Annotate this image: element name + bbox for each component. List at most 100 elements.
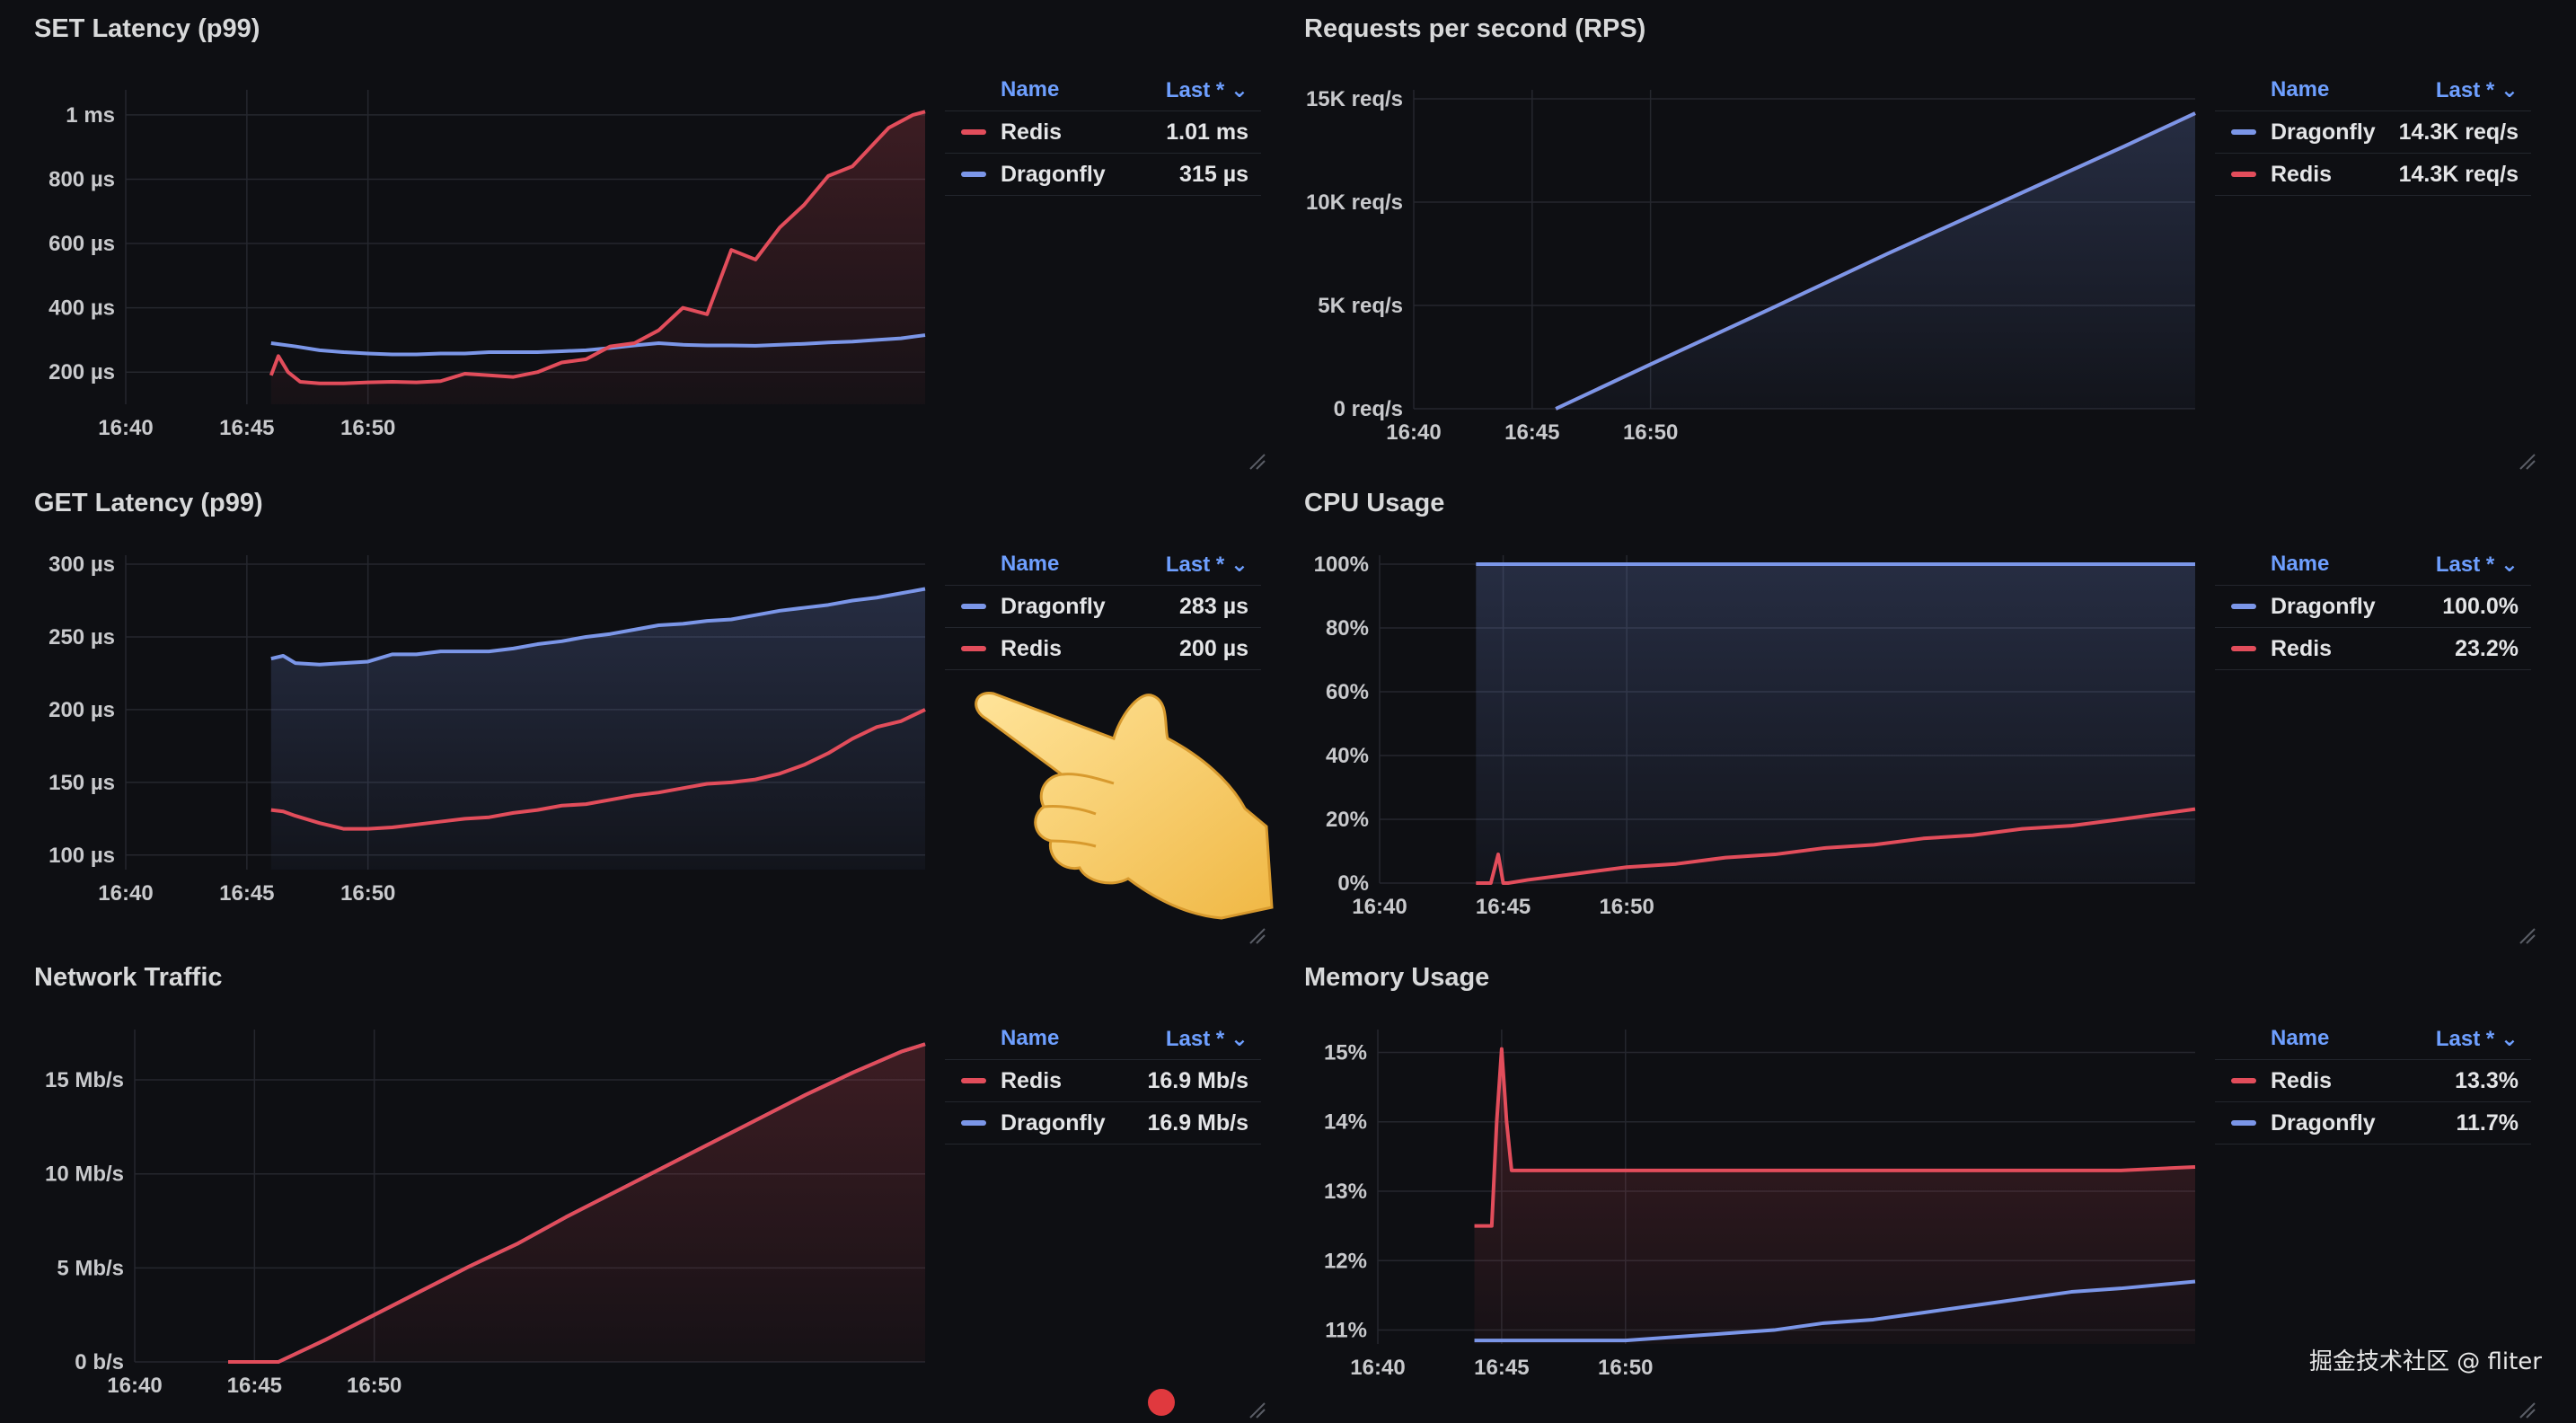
x-tick-label: 16:50 (340, 416, 395, 440)
panel-title[interactable]: GET Latency (p99) (34, 489, 263, 517)
series-area-fill (270, 588, 925, 870)
y-tick-label: 13% (1324, 1180, 1367, 1204)
legend-sort-last-header[interactable]: Last * ⌄ (2435, 1027, 2519, 1051)
y-tick-label: 300 µs (49, 552, 115, 577)
panel-set-latency[interactable]: SET Latency (p99) 200 µs 400 µs 600 µs 800 µ… (0, 0, 1270, 474)
legend-header: Name Last * ⌄ (945, 74, 1261, 111)
panel-resize-handle-icon[interactable] (2517, 925, 2536, 945)
y-tick-label: 600 µs (49, 232, 115, 256)
series-line-redis (1474, 1047, 2196, 1228)
legend-table: Name Last * ⌄ Redis 16.9 Mb/s Dragonfly 16.9 … (945, 1022, 1261, 1145)
y-tick-label: 0 b/s (75, 1350, 124, 1374)
series-area-fill (1474, 1048, 2195, 1344)
series-line-dragonfly (1555, 111, 2196, 411)
legend-series-name: Redis (2271, 161, 2333, 187)
legend-row[interactable]: Redis 14.3K req/s (2215, 154, 2531, 196)
legend-last-value: 16.9 Mb/s (1147, 1109, 1248, 1136)
x-tick-label: 16:40 (98, 416, 153, 440)
y-tick-label: 100% (1314, 552, 1369, 577)
chart-plot: 0 req/s 5K req/s 10K req/s 15K req/s 16:40 16… (1306, 87, 2196, 445)
watermark: 掘金技术社区 @ fliter (2308, 1348, 2542, 1375)
legend-series-name: Redis (1001, 119, 1063, 145)
legend-table: Name Last * ⌄ Redis 13.3% Dragonfly 11.7% (2215, 1022, 2531, 1145)
y-tick-label: 0% (1337, 871, 1369, 896)
legend-row[interactable]: Redis 200 µs (945, 628, 1261, 670)
legend-row[interactable]: Dragonfly 315 µs (945, 154, 1261, 196)
chart-plot: 100 µs 150 µs 200 µs 250 µs 300 µs 16:40 16:45… (49, 552, 926, 906)
x-tick-label: 16:45 (219, 416, 274, 440)
y-tick-label: 5 Mb/s (57, 1256, 124, 1280)
panel-get-latency[interactable]: GET Latency (p99) 100 µs 150 µs 200 µs 250 µ… (0, 474, 1270, 949)
legend-sort-last-header[interactable]: Last * ⌄ (2435, 78, 2519, 102)
legend-name-header[interactable]: Name (1001, 1026, 1060, 1050)
series-line-redis (270, 708, 926, 831)
panel-resize-handle-icon[interactable] (1247, 925, 1266, 945)
legend-header: Name Last * ⌄ (945, 548, 1261, 586)
legend-series-name: Dragonfly (2271, 1109, 2376, 1136)
panel-memory[interactable]: Memory Usage 11% 12% 13% 14% 15% 16:40 16:45 16:… (1270, 949, 2540, 1423)
legend-swatch (961, 172, 986, 177)
legend-row[interactable]: Dragonfly 100.0% (2215, 586, 2531, 628)
panel-title[interactable]: SET Latency (p99) (34, 14, 260, 43)
panel-resize-handle-icon[interactable] (2517, 451, 2536, 471)
x-tick-label: 16:50 (1598, 1356, 1653, 1380)
y-tick-label: 200 µs (49, 698, 115, 722)
chart-plot: 0 b/s 5 Mb/s 10 Mb/s 15 Mb/s 16:40 16:45 16:50 (45, 1030, 926, 1398)
legend-sort-last-header[interactable]: Last * ⌄ (1165, 78, 1248, 102)
panel-resize-handle-icon[interactable] (1247, 1400, 1266, 1419)
legend-last-value: 14.3K req/s (2398, 119, 2519, 145)
panel-network[interactable]: Network Traffic 0 b/s 5 Mb/s 10 Mb/s 15 Mb/s… (0, 949, 1270, 1423)
legend-name-header[interactable]: Name (2271, 1026, 2330, 1050)
legend-last-value: 100.0% (2442, 593, 2519, 619)
series-line-dragonfly (270, 587, 926, 667)
legend-row[interactable]: Redis 23.2% (2215, 628, 2531, 670)
legend-series-name: Redis (1001, 1067, 1063, 1093)
legend-swatch (2231, 646, 2256, 651)
panel-resize-handle-icon[interactable] (2517, 1400, 2536, 1419)
y-tick-label: 12% (1324, 1249, 1367, 1273)
pointing-hand-icon (975, 692, 1274, 920)
legend-name-header[interactable]: Name (1001, 552, 1060, 576)
panel-resize-handle-icon[interactable] (1247, 451, 1266, 471)
y-tick-label: 80% (1326, 616, 1369, 641)
panel-title[interactable]: Memory Usage (1304, 963, 1490, 992)
panel-title[interactable]: Requests per second (RPS) (1304, 14, 1646, 43)
panel-title[interactable]: CPU Usage (1304, 489, 1445, 517)
x-tick-label: 16:40 (1386, 420, 1441, 445)
legend-row[interactable]: Redis 16.9 Mb/s (945, 1060, 1261, 1102)
legend-row[interactable]: Dragonfly 16.9 Mb/s (945, 1102, 1261, 1145)
legend-row[interactable]: Dragonfly 14.3K req/s (2215, 111, 2531, 154)
panel-title[interactable]: Network Traffic (34, 963, 223, 992)
legend-last-value: 200 µs (1179, 635, 1248, 661)
series-line-redis (228, 1042, 926, 1364)
legend-row[interactable]: Dragonfly 11.7% (2215, 1102, 2531, 1145)
y-tick-label: 400 µs (49, 296, 115, 321)
panel-cpu[interactable]: CPU Usage 0% 20% 40% 60% 80% 100% 16:40 16:45 16:… (1270, 474, 2540, 949)
legend-series-name: Dragonfly (2271, 119, 2376, 145)
y-tick-label: 40% (1326, 744, 1369, 768)
legend-name-header[interactable]: Name (2271, 77, 2330, 102)
series-line-redis (1476, 807, 2196, 885)
legend-last-value: 13.3% (2455, 1067, 2519, 1093)
y-tick-label: 10 Mb/s (45, 1162, 124, 1187)
y-tick-label: 150 µs (49, 771, 115, 795)
x-tick-label: 16:45 (1474, 1356, 1529, 1380)
legend-row[interactable]: Dragonfly 283 µs (945, 586, 1261, 628)
legend-sort-last-header[interactable]: Last * ⌄ (2435, 552, 2519, 577)
panel-rps[interactable]: Requests per second (RPS) 0 req/s 5K req/s… (1270, 0, 2540, 474)
legend-swatch (961, 646, 986, 651)
legend-sort-last-header[interactable]: Last * ⌄ (1165, 1027, 1248, 1051)
legend-name-header[interactable]: Name (2271, 552, 2330, 576)
legend-row[interactable]: Redis 13.3% (2215, 1060, 2531, 1102)
legend-row[interactable]: Redis 1.01 ms (945, 111, 1261, 154)
y-tick-label: 10K req/s (1306, 190, 1403, 215)
legend-name-header[interactable]: Name (1001, 77, 1060, 102)
y-tick-label: 0 req/s (1334, 397, 1403, 421)
y-tick-label: 250 µs (49, 625, 115, 650)
x-tick-label: 16:50 (347, 1374, 401, 1398)
legend-sort-last-header[interactable]: Last * ⌄ (1165, 552, 1248, 577)
x-tick-label: 16:50 (1599, 895, 1654, 919)
chart-plot: 0% 20% 40% 60% 80% 100% 16:40 16:45 16:50 (1314, 552, 2196, 919)
y-tick-label: 11% (1325, 1319, 1367, 1343)
legend-swatch (961, 1120, 986, 1126)
